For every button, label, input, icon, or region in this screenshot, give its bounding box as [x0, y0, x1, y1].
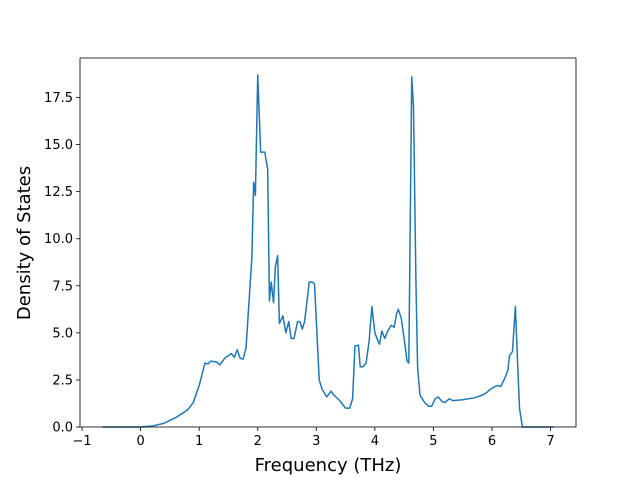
y-tick-label: 7.5 [52, 279, 73, 294]
x-tick-label: 3 [312, 434, 320, 449]
y-tick-label: 5.0 [52, 326, 73, 341]
y-tick-label: 10.0 [44, 232, 73, 247]
y-tick-label: 2.5 [52, 373, 73, 388]
x-tick-label: 1 [195, 434, 203, 449]
x-axis-label: Frequency (THz) [255, 455, 402, 476]
x-tick-label: 0 [136, 434, 144, 449]
line-series [102, 74, 554, 428]
x-tick-label: 4 [371, 434, 379, 449]
plot-frame [79, 57, 577, 428]
y-tick-label: 15.0 [44, 138, 73, 153]
x-tick-label: 2 [254, 434, 262, 449]
y-tick-label: 12.5 [44, 185, 73, 200]
y-tick-label: 17.5 [44, 91, 73, 106]
y-axis-label: Density of States [14, 166, 35, 320]
x-tick-label: 7 [546, 434, 554, 449]
y-tick-label: 0.0 [52, 421, 73, 436]
x-tick-label: −1 [72, 434, 91, 449]
x-tick-label: 5 [429, 434, 437, 449]
x-tick-label: 6 [488, 434, 496, 449]
